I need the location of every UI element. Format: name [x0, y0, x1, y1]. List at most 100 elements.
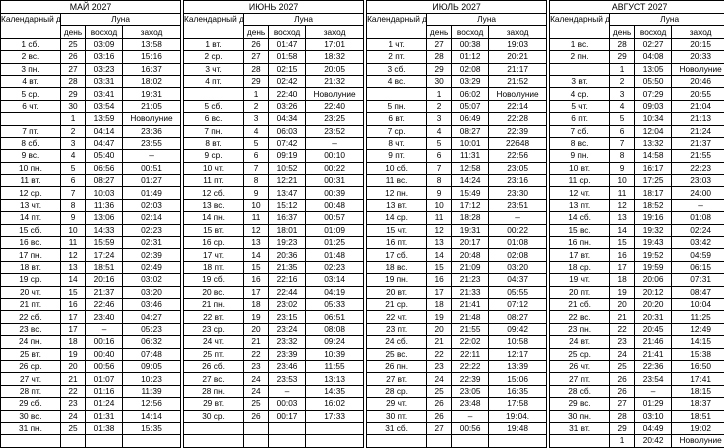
moon-day-cell: 7: [609, 136, 636, 151]
moonset-cell: 08:27: [488, 310, 548, 324]
moonset-cell: 21:05: [121, 99, 182, 114]
moonset-cell: –: [305, 136, 365, 151]
calendar-day-cell: 20 чт.: [0, 285, 61, 300]
moonrise-cell: 00:03: [268, 397, 307, 411]
calendar-day-cell: 22 сб.: [0, 310, 61, 324]
table-row: 30 пт. 26–19:04.: [366, 409, 548, 423]
calendar-day-cell: 10 сб.: [366, 161, 428, 176]
moonrise-cell: 23:05: [451, 384, 490, 399]
table-row: 19 сб. 16 22:16 03:14: [183, 273, 365, 287]
calendar-day-cell: 30 пт.: [366, 409, 428, 423]
table-row: 15 вт. 12 18:01 01:09: [183, 223, 365, 238]
calendar-day-cell: 10 пн.: [0, 161, 61, 176]
table-row: 11 вс. 8 14:24 23:16: [366, 174, 548, 188]
moon-day-cell: 24: [609, 347, 636, 361]
moonrise-cell: 21:09: [451, 260, 490, 275]
calendar-day-cell: 9 вс.: [0, 149, 61, 163]
calendar-day-cell: 14 пт.: [0, 211, 61, 225]
moonrise-cell: 00:40: [85, 347, 123, 361]
calendar-day-cell: 15 сб.: [0, 223, 61, 238]
calendar-day-cell: 7 пн.: [183, 124, 245, 138]
moon-day-cell: 9: [243, 186, 270, 200]
moonrise-cell: 23:46: [268, 359, 307, 374]
table-row: [0, 434, 182, 448]
moonrise-cell: 08:27: [451, 124, 490, 138]
table-row: 3 сб. 29 02:08 21:17: [366, 62, 548, 76]
moonset-cell: 02:31: [121, 236, 182, 250]
calendar-day-cell: 19 пн.: [366, 273, 428, 287]
moonrise-cell: 01:12: [451, 50, 490, 64]
table-row: 4 вс. 30 03:29 21:52: [366, 74, 548, 89]
table-row: 23 пт. 20 21:55 09:42: [366, 322, 548, 337]
moonset-cell: 00:51: [121, 161, 182, 176]
moonrise-cell: 22:16: [268, 273, 307, 287]
table-row: 21 сб. 20 20:20 10:04: [549, 297, 724, 312]
moonset-cell: 12:49: [671, 322, 724, 337]
moonset-cell: 07:48: [121, 347, 182, 361]
month-title: ИЮЛЬ 2027: [366, 0, 548, 14]
moon-day-cell: 23: [609, 335, 636, 349]
moon-day-cell: [243, 421, 270, 436]
table-row: 24 пн. 18 00:16 06:32: [0, 335, 182, 349]
calendar-day-cell: 1 чт.: [366, 37, 428, 52]
moonset-cell: 23:30: [488, 186, 548, 200]
moon-day-cell: 13: [243, 236, 270, 250]
table-row: 7 пн. 4 06:03 23:52: [183, 124, 365, 138]
moon-day-cell: 15: [609, 236, 636, 250]
moonrise-cell: 06:03: [268, 124, 307, 138]
moonrise-cell: –: [451, 409, 490, 423]
calendar-day-cell: 29 чт.: [366, 397, 428, 411]
moonset-cell: 16:35: [488, 384, 548, 399]
moon-day-cell: 14: [426, 248, 453, 262]
moonset-cell: 01:49: [121, 186, 182, 200]
moonset-cell: 16:50: [671, 359, 724, 374]
table-row: 13 вт. 10 17:12 23:51: [366, 198, 548, 213]
moon-day-cell: 14: [243, 248, 270, 262]
moon-day-cell: 18: [60, 335, 86, 349]
table-row: 25 вс. 22 22:11 12:17: [366, 347, 548, 361]
calendar-day-cell: 26 чт.: [549, 359, 611, 374]
moon-day-cell: 3: [60, 136, 86, 151]
table-row: 30 ср. 26 00:17 17:33: [183, 409, 365, 423]
moon-day-cell: 4: [60, 149, 86, 163]
moonrise-cell: 21:41: [634, 347, 673, 361]
table-row: 5 ср. 29 03:41 19:31: [0, 87, 182, 101]
table-row: 6 вт. 3 06:49 22:28: [366, 112, 548, 126]
moonrise-cell: [268, 434, 307, 448]
moon-day-cell: [243, 434, 270, 448]
calendar-day-cell: 22 чт.: [366, 310, 428, 324]
moon-day-cell: 19: [60, 347, 86, 361]
moonset-cell: 18:15: [671, 384, 724, 399]
moonrise-cell: 22:46: [85, 297, 123, 312]
calendar-day-cell: 13 чт.: [0, 198, 61, 213]
moonrise-cell: 12:21: [268, 174, 307, 188]
moonrise-cell: 15:12: [268, 198, 307, 213]
moonset-cell: 03:20: [121, 285, 182, 300]
moonset-cell: 07:12: [488, 297, 548, 312]
calendar-day-cell: [366, 87, 428, 101]
moon-day-cell: 8: [609, 149, 636, 163]
table-row: 20 чт. 15 21:37 03:20: [0, 285, 182, 300]
moonset-cell: 21:52: [488, 74, 548, 89]
table-row: 1 13:05 Новолуние: [549, 62, 724, 76]
set-header: заход: [305, 25, 365, 39]
calendar-day-cell: 21 пт.: [0, 297, 61, 312]
moonrise-cell: 04:34: [268, 112, 307, 126]
moonset-cell: 14:14: [121, 409, 182, 423]
table-row: 24 вт. 23 21:46 14:15: [549, 335, 724, 349]
table-row: 2 пт. 28 01:12 20:21: [366, 50, 548, 64]
table-row: 22 вт. 19 23:15 06:51: [183, 310, 365, 324]
moon-day-cell: 12: [60, 248, 86, 262]
moonset-cell: 14:35: [305, 384, 365, 399]
calendar-day-cell: 10 чт.: [183, 161, 245, 176]
moon-day-header: день: [243, 25, 270, 39]
calendar-day-cell: 8 сб.: [0, 136, 61, 151]
table-row: 23 вс. 17–05:23: [0, 322, 182, 337]
moon-header: Луна: [426, 12, 548, 27]
table-row: 8 вс. 7 13:32 21:37: [549, 136, 724, 151]
moon-day-cell: 30: [426, 74, 453, 89]
moonrise-cell: 22:02: [451, 335, 490, 349]
calendar-day-cell: 16 вс.: [0, 236, 61, 250]
calendar-day-cell: 7 сб.: [549, 124, 611, 138]
moonset-cell: 01:25: [305, 236, 365, 250]
